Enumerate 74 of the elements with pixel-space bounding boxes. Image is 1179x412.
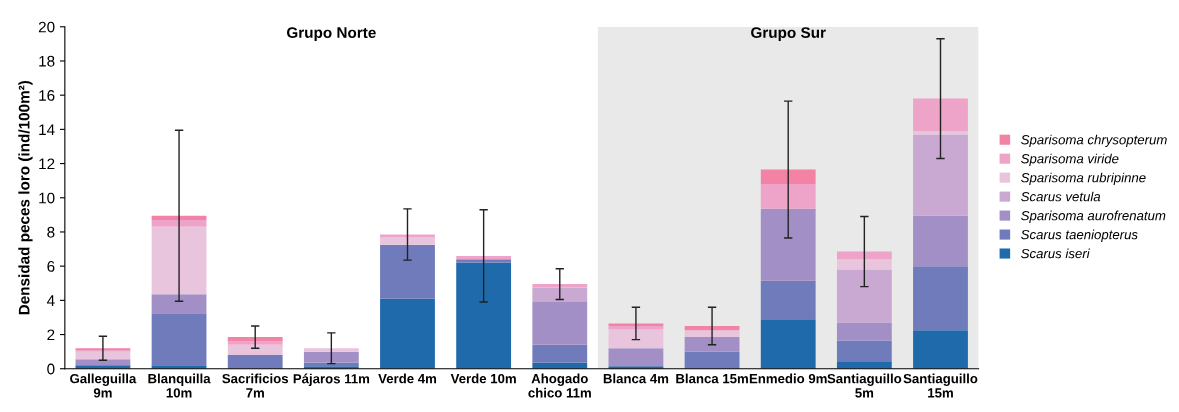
band-label: Grupo Sur	[751, 27, 826, 42]
bar	[227, 344, 283, 356]
y-tick-label: 4	[46, 295, 55, 306]
bar	[608, 329, 664, 349]
bar	[913, 98, 968, 132]
bar	[684, 351, 740, 369]
legend-label: Scarus taeniopterus	[1021, 229, 1138, 242]
y-tick-label: 6	[47, 261, 55, 272]
bar	[760, 319, 816, 369]
bar	[227, 337, 283, 342]
x-tick-label: Verde 10m	[450, 373, 516, 384]
x-tick-label: Blanca 15m	[676, 373, 748, 384]
x-tick-label: Blanquilla 10m	[148, 373, 211, 398]
bar	[456, 262, 512, 369]
bar	[760, 280, 816, 320]
x-tick-label: Galleguilla 9m	[70, 373, 137, 398]
x-tick-label: Santiaguillo 15m	[903, 373, 978, 398]
y-tick-label: 0	[47, 363, 55, 375]
bar	[913, 330, 968, 369]
bar	[836, 259, 892, 270]
legend-label: Sparisoma chrysopterum	[1021, 134, 1167, 148]
bar	[760, 208, 816, 281]
bar	[151, 294, 207, 314]
bar	[836, 251, 892, 260]
bar	[684, 330, 740, 338]
annotation: Grupo Norte	[286, 27, 376, 42]
y-tick-label: 18	[39, 55, 55, 67]
bar	[913, 134, 968, 216]
bar	[380, 244, 435, 299]
bar	[836, 269, 892, 323]
y-axis-title: Densidad peces loro (ind/100m²)	[18, 80, 33, 315]
legend-label: Sparisoma viride	[1021, 153, 1119, 167]
bar	[151, 226, 207, 295]
x-tick-label: Ahogado chico 11m	[528, 373, 591, 398]
bar	[75, 359, 131, 366]
bar	[227, 355, 283, 369]
bar	[532, 284, 588, 288]
y-tick-label: 16	[39, 90, 55, 101]
bar	[760, 169, 816, 185]
legend-label: Scarus vetula	[1021, 191, 1101, 202]
bar	[303, 351, 359, 363]
x-tick-label: Verde 4m	[378, 373, 437, 384]
bar	[227, 341, 283, 345]
x-tick-label: Santiaguillo 5m	[827, 373, 902, 398]
bar	[913, 266, 968, 331]
bar	[608, 348, 664, 367]
bar	[608, 323, 664, 326]
y-tick-label: 2	[47, 329, 55, 341]
legend-label: Scarus iseri	[1021, 248, 1090, 259]
x-tick-label: Blanca 4m	[603, 373, 669, 384]
legend-label: Sparisoma rubripinne	[1021, 172, 1146, 185]
y-tick-label: 14	[39, 124, 55, 135]
bar	[760, 184, 816, 209]
bar	[151, 313, 207, 366]
x-tick-label: Pájaros 11m	[293, 373, 370, 387]
bar	[151, 219, 207, 227]
x-tick-label: Sacrificios 7m	[222, 373, 289, 398]
legend-label: Sparisoma aurofrenatum	[1021, 210, 1166, 223]
bar	[380, 298, 435, 369]
y-tick-label: 8	[47, 226, 55, 238]
bar	[532, 287, 588, 303]
bar	[836, 340, 892, 362]
bar	[913, 215, 968, 267]
y-tick-label: 10	[39, 192, 55, 204]
y-tick-label: 20	[38, 21, 55, 33]
x-tick-label: Enmedio 9m	[749, 373, 827, 384]
bar	[532, 344, 588, 363]
bar	[836, 322, 892, 341]
y-tick-label: 12	[39, 158, 55, 170]
bar	[303, 348, 359, 352]
bar	[380, 237, 435, 245]
bar	[456, 259, 512, 263]
bar	[532, 302, 588, 345]
bar	[684, 337, 740, 352]
